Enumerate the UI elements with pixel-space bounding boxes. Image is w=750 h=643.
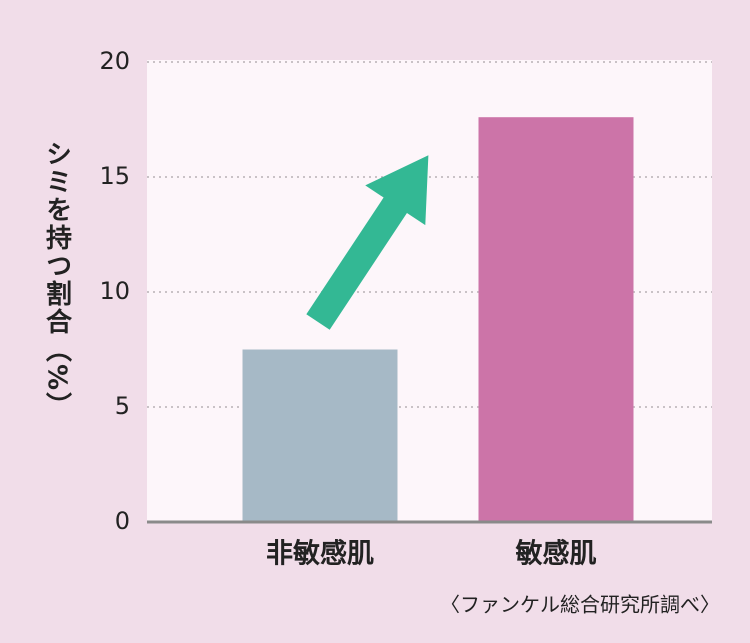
y-tick-label: 10 — [99, 277, 130, 305]
x-tick-label: 非敏感肌 — [266, 538, 374, 570]
x-tick-label: 敏感肌 — [515, 538, 597, 570]
y-tick-label: 15 — [99, 162, 130, 190]
source-note: 〈ファンケル総合研究所調べ〉 — [440, 593, 720, 617]
trend-arrow — [306, 155, 429, 330]
y-tick-label: 0 — [115, 507, 130, 535]
marks: 0 5 10 15 20 非敏感肌 敏感肌 — [99, 47, 712, 570]
y-tick-label: 5 — [115, 392, 130, 420]
y-axis-label: シミを持つ割合（%） — [42, 140, 72, 420]
y-tick-label: 20 — [99, 47, 130, 75]
bar — [478, 117, 634, 522]
bar — [242, 349, 398, 522]
arrow-shape — [306, 155, 429, 330]
